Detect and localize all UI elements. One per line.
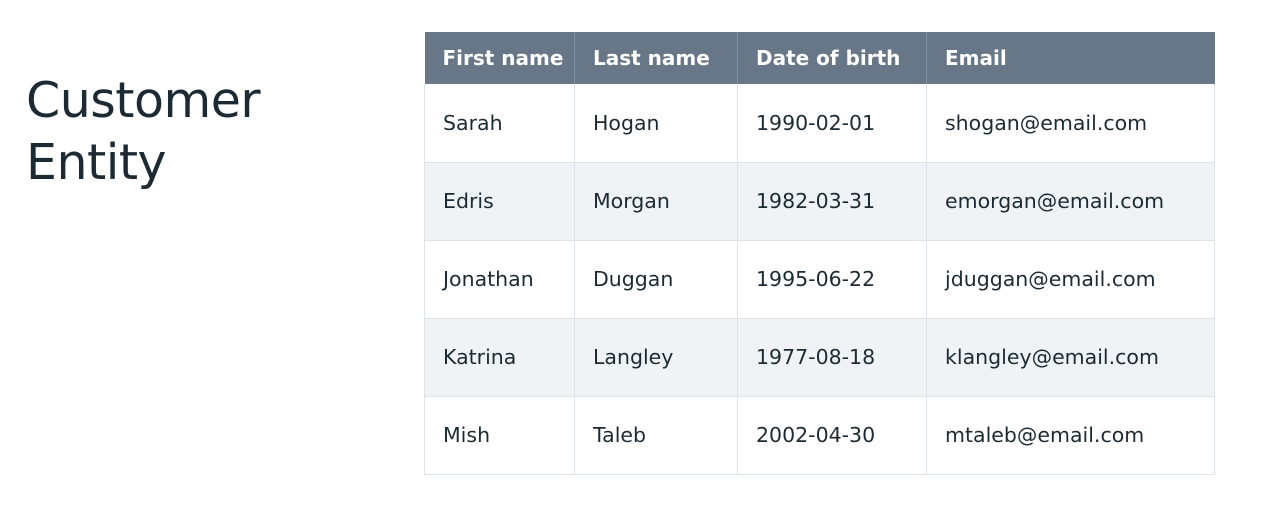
- cell-first-name: Sarah: [424, 84, 575, 163]
- table-row: Jonathan Duggan 1995-06-22 jduggan@email…: [424, 240, 1215, 319]
- page-title-line-1: Customer: [26, 72, 261, 129]
- page-title-line-2: Entity: [26, 134, 167, 191]
- cell-first-name: Mish: [424, 396, 575, 475]
- cell-first-name: Jonathan: [424, 240, 575, 319]
- customer-table: First name Last name Date of birth Email…: [424, 32, 1215, 475]
- cell-first-name: Katrina: [424, 318, 575, 397]
- cell-email: jduggan@email.com: [926, 240, 1215, 319]
- cell-date-of-birth: 2002-04-30: [737, 396, 927, 475]
- cell-email: mtaleb@email.com: [926, 396, 1215, 475]
- table-row: Edris Morgan 1982-03-31 emorgan@email.co…: [424, 162, 1215, 241]
- customer-table-container: First name Last name Date of birth Email…: [424, 32, 1215, 475]
- table-row: Sarah Hogan 1990-02-01 shogan@email.com: [424, 84, 1215, 163]
- cell-last-name: Langley: [574, 318, 738, 397]
- table-row: Katrina Langley 1977-08-18 klangley@emai…: [424, 318, 1215, 397]
- column-header-email: Email: [926, 32, 1215, 84]
- cell-date-of-birth: 1977-08-18: [737, 318, 927, 397]
- table-body: Sarah Hogan 1990-02-01 shogan@email.com …: [424, 84, 1215, 475]
- cell-last-name: Duggan: [574, 240, 738, 319]
- cell-last-name: Morgan: [574, 162, 738, 241]
- table-header: First name Last name Date of birth Email: [424, 32, 1215, 84]
- cell-email: shogan@email.com: [926, 84, 1215, 163]
- cell-first-name: Edris: [424, 162, 575, 241]
- column-header-last-name: Last name: [574, 32, 738, 84]
- cell-date-of-birth: 1982-03-31: [737, 162, 927, 241]
- cell-email: klangley@email.com: [926, 318, 1215, 397]
- cell-last-name: Hogan: [574, 84, 738, 163]
- cell-date-of-birth: 1995-06-22: [737, 240, 927, 319]
- cell-date-of-birth: 1990-02-01: [737, 84, 927, 163]
- column-header-date-of-birth: Date of birth: [737, 32, 927, 84]
- column-header-first-name: First name: [424, 32, 575, 84]
- cell-last-name: Taleb: [574, 396, 738, 475]
- cell-email: emorgan@email.com: [926, 162, 1215, 241]
- table-header-row: First name Last name Date of birth Email: [424, 32, 1215, 84]
- page-title: Customer Entity: [26, 70, 261, 194]
- table-row: Mish Taleb 2002-04-30 mtaleb@email.com: [424, 396, 1215, 475]
